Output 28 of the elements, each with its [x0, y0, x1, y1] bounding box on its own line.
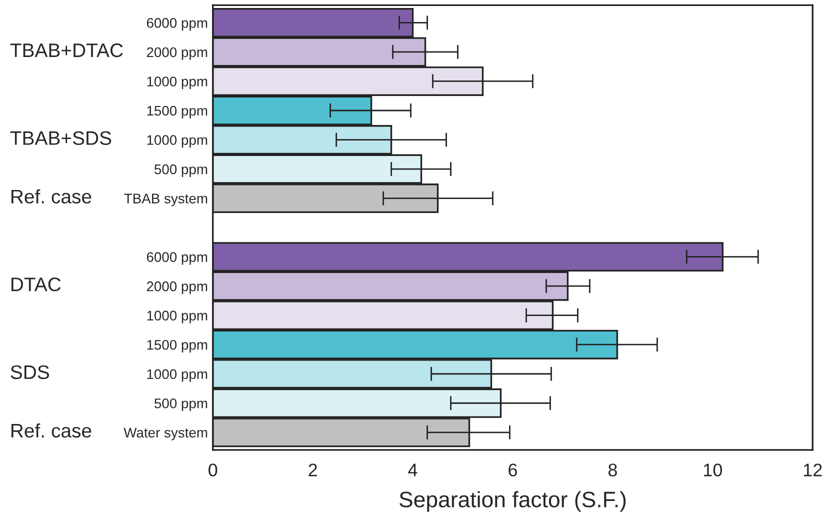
x-tick-label: 8 [608, 464, 617, 476]
x-tick-label: 0 [208, 464, 218, 476]
y-tick-label: 500 ppm [154, 398, 208, 412]
text: Ref. case [11, 423, 92, 438]
y-tick-label: 1000 ppm [147, 369, 208, 382]
x-tick-label: 10 [704, 464, 722, 476]
y-tick-label: 6000 ppm [146, 18, 208, 31]
y-tick-label: 1000 ppm [147, 135, 208, 148]
text: TBAB+DTAC [10, 43, 123, 58]
y-tick-label: 1000 ppm [147, 310, 208, 324]
x-tick-label: 4 [408, 464, 418, 476]
x-tick-label: 12 [804, 464, 822, 476]
text: TBAB+SDS [10, 131, 112, 145]
x-tick-label: 6 [508, 464, 517, 476]
y-tick-label: 500 ppm [154, 164, 208, 177]
y-tick-label: 1500 ppm [147, 340, 208, 353]
text: SDS [10, 365, 49, 380]
y-tick-label: TBAB system [124, 194, 208, 206]
y-tick-label: 1500 ppm [147, 106, 208, 118]
x-axis-title: Separation factor (S.F.) [400, 491, 626, 512]
y-tick-label: 6000 ppm [146, 252, 208, 265]
text: Ref. case [11, 189, 92, 204]
y-tick-label: 2000 ppm [146, 47, 208, 60]
y-tick-label: 1000 ppm [147, 76, 208, 90]
x-tick-label: 2 [308, 464, 317, 476]
text: DTAC [11, 278, 61, 292]
y-tick-label: 2000 ppm [146, 281, 208, 294]
y-tick-label: Water system [124, 428, 208, 440]
